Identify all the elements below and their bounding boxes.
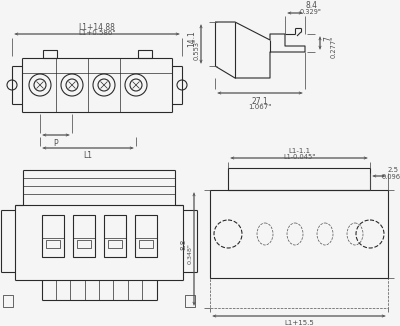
Bar — [210, 190, 388, 308]
Text: L1-0.045": L1-0.045" — [283, 154, 315, 160]
Text: 8.4: 8.4 — [305, 2, 317, 10]
Text: L1: L1 — [84, 152, 92, 160]
Bar — [42, 215, 64, 257]
Text: 0.096": 0.096" — [382, 174, 400, 180]
Bar — [46, 240, 60, 248]
Bar — [185, 295, 195, 307]
Text: 2.5: 2.5 — [388, 167, 398, 173]
Bar — [134, 215, 156, 257]
Bar — [138, 240, 152, 248]
Text: 27.1: 27.1 — [252, 96, 268, 106]
Bar — [210, 190, 388, 278]
Text: L1+14.88: L1+14.88 — [78, 22, 116, 32]
Text: 0.348": 0.348" — [188, 244, 192, 264]
Bar — [104, 215, 126, 257]
Text: L1+0.586": L1+0.586" — [78, 30, 116, 36]
Text: L1+15.5: L1+15.5 — [284, 320, 314, 326]
Text: 8.8: 8.8 — [181, 238, 187, 250]
Text: P: P — [54, 139, 58, 147]
Text: 14.1: 14.1 — [188, 31, 196, 47]
Text: 7: 7 — [324, 37, 332, 41]
Bar — [76, 240, 90, 248]
Text: 0.553": 0.553" — [194, 38, 200, 60]
Text: L1-1.1: L1-1.1 — [288, 148, 310, 154]
Text: 0.277": 0.277" — [331, 36, 337, 58]
Bar — [3, 295, 13, 307]
Bar — [228, 168, 370, 190]
Text: 0.329": 0.329" — [300, 9, 322, 15]
Text: 1.067": 1.067" — [248, 104, 272, 110]
Bar — [138, 50, 152, 58]
Bar — [43, 50, 57, 58]
Bar — [72, 215, 94, 257]
Bar — [108, 240, 122, 248]
